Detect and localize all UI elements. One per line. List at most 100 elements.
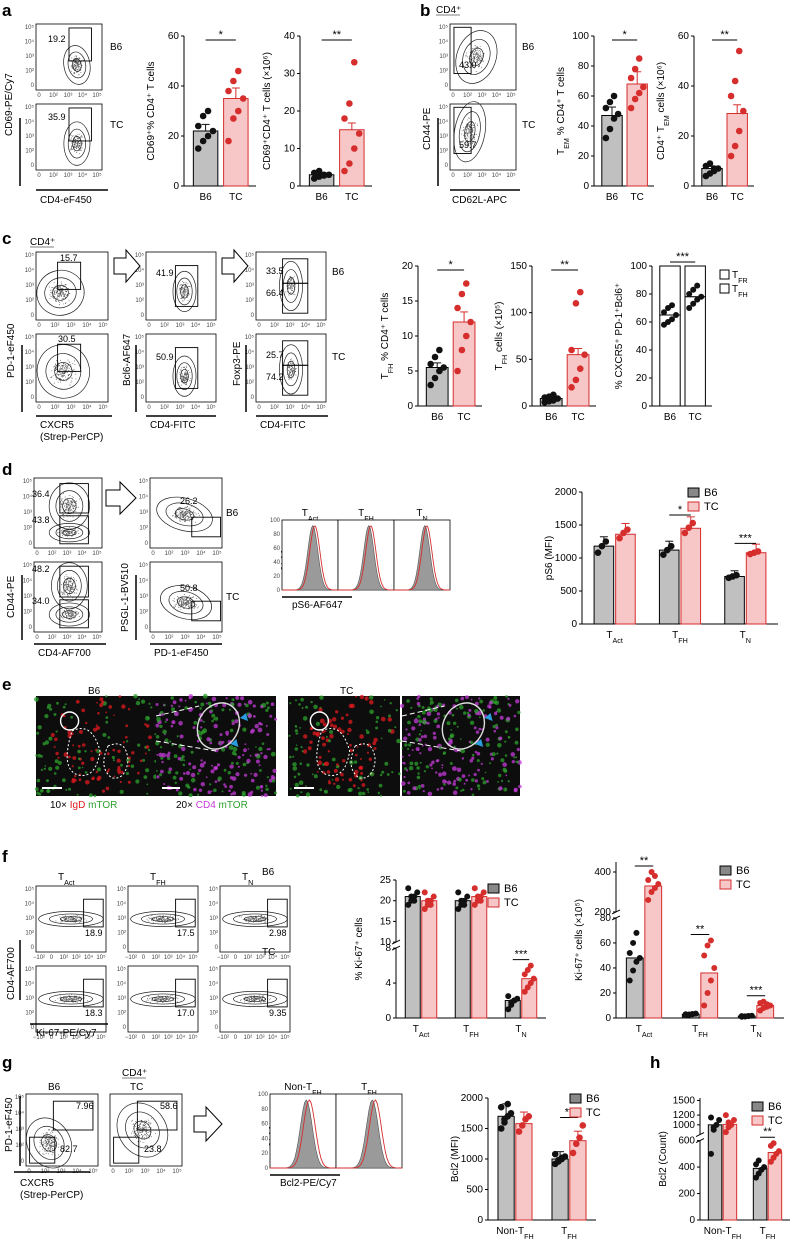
event-dot xyxy=(190,378,191,379)
fluorescence-speck xyxy=(117,750,120,753)
event-dot xyxy=(64,918,65,919)
event-dot xyxy=(291,285,292,286)
event-dot xyxy=(158,918,159,919)
fluorescence-speck xyxy=(461,697,465,701)
event-dot xyxy=(77,589,78,590)
event-dot xyxy=(68,502,69,503)
event-dot xyxy=(77,915,78,916)
fluorescence-speck xyxy=(156,770,158,772)
event-dot xyxy=(81,136,82,137)
fluorescence-speck xyxy=(82,743,86,747)
data-point xyxy=(636,55,643,62)
event-dot xyxy=(189,595,190,596)
event-dot xyxy=(64,578,65,579)
event-dot xyxy=(50,292,51,293)
event-dot xyxy=(74,66,75,67)
event-dot xyxy=(185,599,186,600)
tick-label: 10⁴ xyxy=(301,322,311,329)
event-dot xyxy=(78,74,79,75)
fluorescence-speck xyxy=(424,735,428,739)
event-dot xyxy=(187,506,188,507)
tick-label: 10⁵ xyxy=(206,322,216,329)
fluorescence-speck xyxy=(481,777,484,780)
event-dot xyxy=(65,509,66,510)
fluorescence-speck xyxy=(145,753,147,755)
event-dot xyxy=(53,1144,54,1145)
fluorescence-speck xyxy=(68,788,71,791)
event-dot xyxy=(66,583,67,584)
fluorescence-speck xyxy=(486,743,490,747)
event-dot xyxy=(159,999,160,1000)
event-dot xyxy=(176,518,177,519)
text-span: FH xyxy=(678,636,688,645)
event-dot xyxy=(40,1140,41,1141)
event-dot xyxy=(68,999,69,1000)
event-dot xyxy=(477,124,478,125)
legend-label-tc: TC xyxy=(704,501,719,513)
event-dot xyxy=(75,529,76,530)
fluorescence-speck xyxy=(486,738,490,742)
fluorescence-speck xyxy=(102,733,106,737)
event-dot xyxy=(181,377,182,378)
event-dot xyxy=(477,46,478,47)
event-dot xyxy=(179,290,180,291)
event-dot xyxy=(71,610,72,611)
tick-label: 10² xyxy=(25,931,34,937)
event-dot xyxy=(291,379,292,380)
event-dot xyxy=(76,914,77,915)
event-dot xyxy=(147,999,148,1000)
event-dot xyxy=(187,602,188,603)
event-dot xyxy=(63,303,64,304)
tick-label: 10⁴ xyxy=(78,172,88,179)
fluorescence-speck xyxy=(211,710,213,712)
event-dot xyxy=(54,296,55,297)
event-dot xyxy=(70,510,71,511)
fluorescence-speck xyxy=(462,757,464,759)
axis-label-cxcr5: CXCR5 xyxy=(40,420,74,431)
event-dot xyxy=(157,920,158,921)
event-dot xyxy=(183,290,184,291)
event-dot xyxy=(180,507,181,508)
fluorescence-speck xyxy=(319,695,323,699)
fluorescence-speck xyxy=(360,779,362,781)
fluorescence-speck xyxy=(450,729,452,731)
event-dot xyxy=(61,376,62,377)
data-point xyxy=(346,100,353,107)
image-title-b6: B6 xyxy=(88,686,101,697)
event-dot xyxy=(55,370,56,371)
event-dot xyxy=(70,999,71,1000)
event-dot xyxy=(293,368,294,369)
fluorescence-speck xyxy=(384,762,388,766)
fluorescence-speck xyxy=(515,728,519,732)
event-dot xyxy=(72,506,73,507)
fluorescence-speck xyxy=(303,716,308,721)
fluorescence-speck xyxy=(259,764,261,766)
event-dot xyxy=(160,1000,161,1001)
fluorescence-speck xyxy=(232,698,235,701)
tick-label: 10² xyxy=(51,323,60,329)
fluorescence-speck xyxy=(417,715,420,718)
event-dot xyxy=(68,511,69,512)
event-dot xyxy=(148,917,149,918)
event-dot xyxy=(473,134,474,135)
event-dot xyxy=(291,358,292,359)
fluorescence-speck xyxy=(171,720,175,724)
event-dot xyxy=(67,612,68,613)
data-point xyxy=(528,963,534,969)
axis-label-cd4fitc: CD4-FITC xyxy=(150,420,196,431)
event-dot xyxy=(184,289,185,290)
event-dot xyxy=(148,921,149,922)
event-dot xyxy=(183,601,184,602)
text-span: Act xyxy=(642,1030,652,1039)
tick-label: 10⁴ xyxy=(191,404,201,411)
fluorescence-speck xyxy=(169,741,171,743)
fluorescence-speck xyxy=(44,768,46,770)
event-dot xyxy=(64,372,65,373)
legend-swatch-b6 xyxy=(688,488,699,497)
event-dot xyxy=(62,498,63,499)
fluorescence-speck xyxy=(324,790,328,794)
text-span: % Ki-67⁺ cells xyxy=(354,917,365,980)
event-dot xyxy=(190,605,191,606)
fluorescence-speck xyxy=(214,724,218,728)
